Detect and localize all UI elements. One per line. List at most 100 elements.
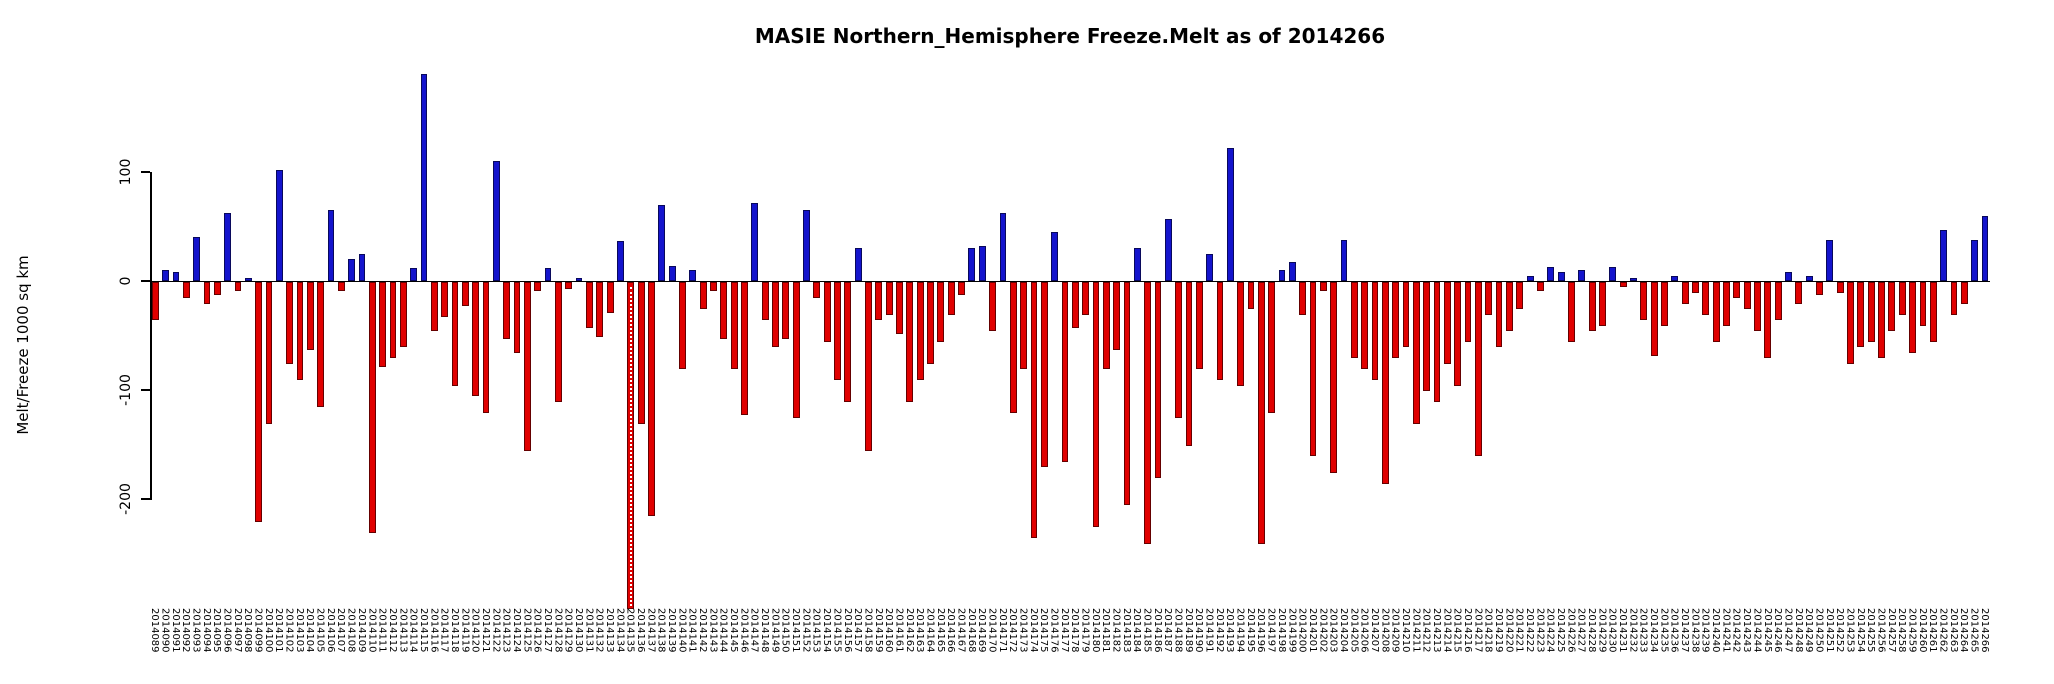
y-tick-mark [141,389,150,391]
bar [1940,229,1947,281]
bar [410,267,418,281]
bar [1919,282,1927,326]
bar [1547,266,1555,281]
bar [1681,282,1689,304]
x-tick-label: 2014191 [1203,608,1215,653]
bar [1040,282,1048,468]
bar [172,272,180,281]
bar [151,282,159,321]
x-tick-label: 2014227 [1575,608,1587,653]
bar [1030,282,1038,539]
x-tick-label: 2014171 [996,608,1008,653]
x-tick-label: 2014137 [645,608,657,653]
x-tick-label: 2014254 [1854,608,1866,653]
x-tick-label: 2014209 [1389,608,1401,653]
bar [420,73,428,281]
bar [1898,282,1906,315]
x-tick-label: 2014155 [831,608,843,653]
bar [1154,282,1162,479]
x-tick-label: 2014104 [304,608,316,653]
x-tick-label: 2014127 [541,608,553,653]
bar [1702,282,1710,315]
bar [1640,282,1648,321]
x-tick-label: 2014125 [521,608,533,653]
x-tick-label: 2014195 [1244,608,1256,653]
bar [730,282,738,370]
x-tick-label: 2014117 [438,608,450,653]
bar [1774,282,1782,321]
x-tick-label: 2014138 [655,608,667,653]
x-tick-label: 2014123 [500,608,512,653]
x-tick-label: 2014170 [986,608,998,653]
bar [1960,282,1968,304]
bar [978,246,986,281]
x-tick-label: 2014165 [934,608,946,653]
x-tick-label: 2014111 [376,608,388,653]
x-tick-label: 2014097 [231,608,243,653]
bar [1082,282,1089,315]
x-tick-label: 2014233 [1637,608,1649,653]
bar [617,240,624,281]
bar [1247,282,1255,310]
x-tick-label: 2014234 [1648,608,1660,653]
x-tick-label: 2014110 [366,608,378,653]
bar [1743,282,1751,310]
bar [1268,282,1276,413]
bar [1392,282,1400,359]
x-tick-label: 2014180 [1089,608,1101,653]
bar [162,270,169,281]
x-tick-label: 2014130 [572,608,584,653]
bar [1381,282,1389,484]
x-tick-label: 2014214 [1441,608,1453,653]
bar [1650,282,1658,357]
x-tick-label: 2014219 [1492,608,1504,653]
x-tick-label: 2014116 [428,608,440,653]
bar [1423,282,1431,391]
bar [1444,282,1451,364]
bar [1557,272,1565,281]
bar [1785,272,1792,281]
x-tick-label: 2014100 [262,608,274,653]
bar [368,282,376,533]
x-tick-label: 2014252 [1834,608,1846,653]
bar [1216,282,1224,381]
x-tick-label: 2014176 [1048,608,1060,653]
x-tick-label: 2014259 [1906,608,1918,653]
bar [596,282,604,337]
x-tick-label: 2014201 [1306,608,1318,653]
x-tick-label: 2014161 [893,608,905,653]
plot-area [150,0,1990,684]
bar [865,282,872,451]
bar [430,282,438,332]
bar [503,282,511,339]
x-tick-label: 2014173 [1017,608,1029,653]
bar [441,282,449,317]
x-tick-label: 2014118 [448,608,460,653]
bar [286,282,294,364]
bar [1454,282,1462,386]
bar [337,282,345,291]
bar [1288,262,1296,281]
x-tick-label: 2014162 [903,608,915,653]
x-tick-label: 2014238 [1689,608,1701,653]
x-tick-label: 2014218 [1482,608,1494,653]
bar [534,282,542,291]
x-tick-label: 2014154 [821,608,833,653]
x-tick-label: 2014144 [717,608,729,653]
y-tick-label: -100 [118,374,134,406]
bar [916,282,924,381]
x-tick-label: 2014106 [324,608,336,653]
x-tick-label: 2014231 [1617,608,1629,653]
bar [244,277,252,281]
x-tick-label: 2014217 [1472,608,1484,653]
bar [1102,282,1110,370]
bar [1733,282,1741,299]
bar [1537,282,1544,291]
x-tick-label: 2014183 [1120,608,1132,653]
x-tick-label: 2014202 [1317,608,1329,653]
x-tick-label: 2014109 [355,608,367,653]
bar [472,282,480,397]
x-tick-label: 2014146 [738,608,750,653]
bar [1619,282,1627,288]
bar [524,282,531,451]
